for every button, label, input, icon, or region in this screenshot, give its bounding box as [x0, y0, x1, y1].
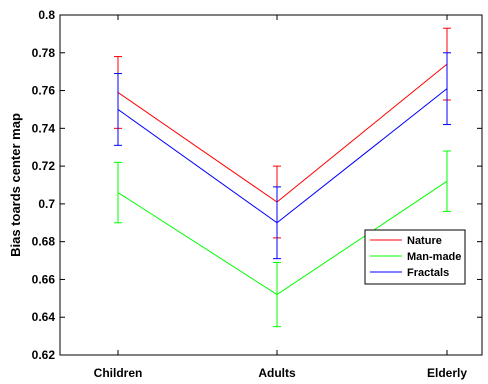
- y-tick-label: 0.62: [32, 348, 56, 362]
- y-tick-label: 0.7: [38, 197, 55, 211]
- legend-entries: Nature Man-made Fractals: [370, 235, 461, 279]
- y-tick-label: 0.64: [32, 310, 56, 324]
- legend-entry: Fractals: [370, 267, 449, 279]
- y-tick-label: 0.66: [32, 272, 56, 286]
- legend-label: Nature: [407, 235, 442, 247]
- y-tick-label: 0.78: [32, 46, 56, 60]
- error-bars: [114, 27, 451, 328]
- error-bar: [114, 73, 122, 146]
- legend-label: Fractals: [407, 267, 449, 279]
- x-tick-label: Elderly: [427, 366, 467, 380]
- error-bar: [114, 161, 122, 224]
- y-tick-label: 0.72: [32, 159, 56, 173]
- legend-label: Man-made: [407, 251, 461, 263]
- x-tick-label: Adults: [258, 366, 296, 380]
- legend-entry: Nature: [370, 235, 442, 247]
- error-bar: [273, 186, 281, 260]
- y-tick-label: 0.8: [38, 8, 55, 22]
- x-tick-marks: [117, 15, 448, 355]
- y-tick-label: 0.74: [32, 121, 56, 135]
- error-bar: [443, 52, 451, 126]
- y-tick-label: 0.68: [32, 235, 56, 249]
- y-tick-label: 0.76: [32, 84, 56, 98]
- error-bar: [273, 261, 281, 328]
- x-tick-labels: Children Adults Elderly: [94, 366, 468, 380]
- y-tick-labels: 0.62 0.64 0.66 0.68 0.7 0.72 0.74 0.76 0.78 0.8: [32, 8, 56, 362]
- y-axis-label: Bias toards center map: [8, 113, 23, 257]
- legend-entry: Man-made: [370, 251, 461, 263]
- legend: Nature Man-made Fractals: [364, 229, 466, 285]
- x-tick-label: Children: [94, 366, 143, 380]
- y-tick-marks: [60, 14, 482, 356]
- plot-area: [59, 14, 483, 356]
- error-bar: [443, 150, 451, 212]
- legend-box: [364, 229, 466, 285]
